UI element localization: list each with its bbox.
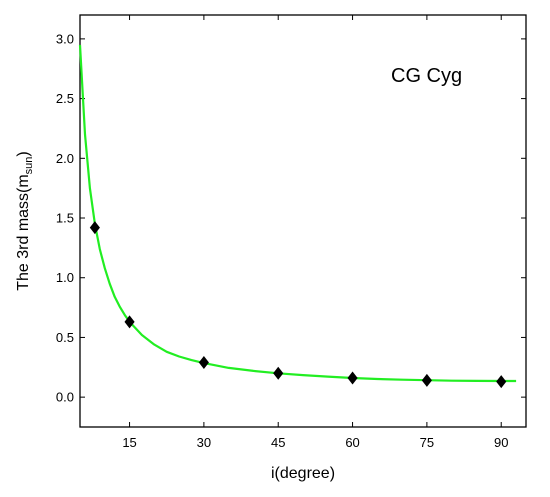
plot-frame — [79, 14, 527, 428]
data-point-diamond — [89, 221, 100, 235]
annotation-label: CG Cyg — [391, 65, 462, 87]
x-tick-label: 90 — [494, 435, 508, 450]
y-axis: 0.0 0.5 1.0 1.5 2.0 2.5 3.0 — [56, 31, 526, 405]
fit-curve-layer — [78, 44, 517, 383]
data-point-diamond — [347, 371, 358, 385]
x-tick-label: 75 — [420, 435, 434, 450]
y-axis-title: The 3rd mass(msun) — [15, 151, 35, 291]
y-axis-title-main: The 3rd mass(m — [15, 174, 32, 290]
x-tick-label: 30 — [197, 435, 211, 450]
y-tick-label: 2.0 — [56, 151, 74, 166]
y-tick-label: 0.5 — [56, 330, 74, 345]
data-points-layer — [89, 221, 507, 389]
y-tick-label: 3.0 — [56, 31, 74, 46]
data-point-diamond — [421, 373, 432, 387]
y-axis-title-close: ) — [15, 151, 32, 156]
data-point-diamond — [496, 375, 507, 389]
fit-curve-line — [78, 44, 517, 383]
y-tick-label: 2.5 — [56, 91, 74, 106]
y-tick-label: 0.0 — [56, 390, 74, 405]
y-axis-title-subscript: sun — [23, 157, 35, 175]
x-tick-label: 60 — [345, 435, 359, 450]
data-point-diamond — [198, 356, 209, 370]
y-tick-label: 1.5 — [56, 211, 74, 226]
x-axis-title: i(degree) — [271, 465, 335, 482]
x-axis: 15 30 45 60 75 90 — [122, 15, 508, 450]
x-tick-label: 15 — [122, 435, 136, 450]
x-tick-label: 45 — [271, 435, 285, 450]
data-point-diamond — [273, 366, 284, 380]
y-tick-label: 1.0 — [56, 270, 74, 285]
data-point-diamond — [124, 315, 135, 329]
